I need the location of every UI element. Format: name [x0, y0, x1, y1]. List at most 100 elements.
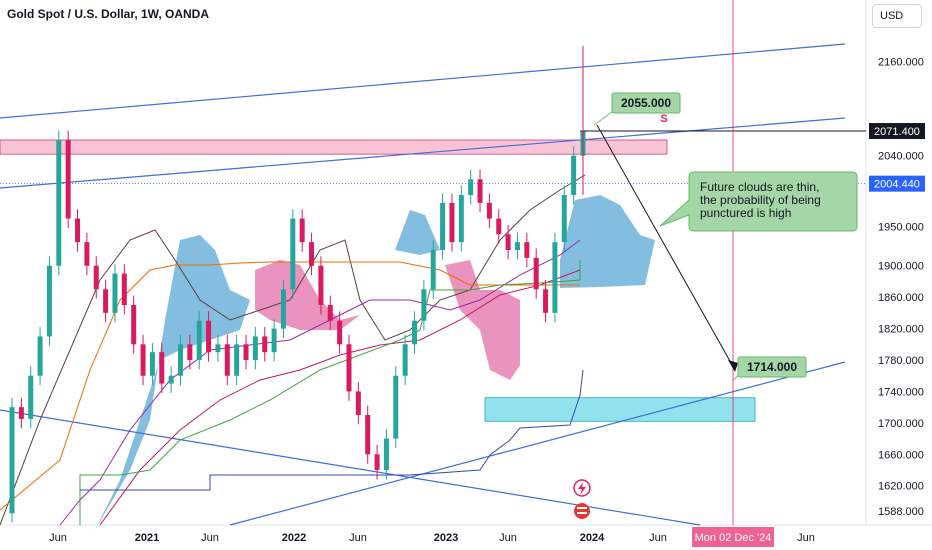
candles [9, 45, 586, 523]
candle-body [9, 407, 15, 514]
candle-body [56, 140, 62, 266]
time-tick-label: Jun [49, 532, 67, 544]
candle-body [543, 289, 549, 313]
candle-body [140, 344, 146, 376]
time-tick-label: Jun [499, 532, 517, 544]
candle-body [402, 344, 408, 376]
candle-body [234, 344, 240, 376]
candle-body [533, 257, 539, 290]
candle-body [112, 273, 118, 313]
note-text: Future clouds are thin, the probability o… [700, 180, 821, 220]
price-tick-label: 1620.000 [878, 481, 924, 493]
candle-body [524, 242, 530, 258]
candle-body [215, 344, 221, 353]
projection-arrow-head [728, 360, 738, 372]
support-trendline [229, 361, 846, 526]
kumo-bull-2 [395, 210, 440, 255]
time-tick-label: Jun [349, 532, 367, 544]
candle-body [514, 242, 520, 250]
annotations: 2055.000 1714.000 S Future clouds are thin,… [573, 92, 858, 519]
candle-body [477, 179, 483, 203]
upper-channel-line [0, 43, 846, 119]
price-tick-label: 1660.000 [878, 449, 924, 461]
candle-body [505, 234, 511, 250]
candle-body [18, 407, 24, 419]
candle-body [243, 344, 249, 360]
time-tick-label: 2022 [282, 532, 306, 544]
time-tick-label: Jun [201, 532, 219, 544]
indicator-line-1 [0, 174, 586, 526]
resistance-zone [0, 139, 668, 155]
candle-body [121, 273, 127, 305]
candle-body [318, 265, 324, 305]
flag-stripe-icon [577, 512, 587, 514]
candle-body [280, 289, 286, 329]
time-axis[interactable]: Jun 2021 Jun 2022 Jun 2023 Jun 2024 Jun Mon 02 De… [49, 527, 815, 547]
target-zone [484, 397, 756, 422]
price-tick-label: 1820.000 [878, 324, 924, 336]
candle-body [458, 195, 464, 243]
candle-body [393, 375, 399, 439]
price-tick-label: 2040.000 [878, 151, 924, 163]
candle-body [224, 344, 230, 376]
candle-body [355, 391, 361, 415]
candle-body [65, 140, 71, 219]
indicator-line-6 [80, 369, 584, 491]
time-tick-label: 2023 [434, 532, 458, 544]
candle-body [496, 218, 502, 235]
candle-body [412, 320, 418, 345]
current-price-tag [869, 175, 925, 192]
candle-body [103, 289, 109, 313]
price-axis[interactable]: 2160.000 2071.400 2040.000 2004.440 1950.000… [869, 56, 925, 518]
flag-stripe-icon [577, 507, 587, 509]
time-tick-label: 2024 [580, 532, 605, 544]
currency-selector[interactable]: USD [872, 4, 922, 28]
price-tick-label: 1780.000 [878, 355, 924, 367]
candle-body [75, 218, 81, 243]
candle-body [252, 336, 258, 360]
price-tick-label: 2160.000 [878, 56, 924, 68]
date-tag-label: Mon 02 Dec '24 [695, 532, 772, 544]
high-price-tag [869, 123, 925, 140]
candle-body [365, 415, 371, 455]
indicator-line-3 [99, 269, 581, 526]
candle-body [37, 336, 43, 376]
candle-body [159, 352, 165, 384]
target-label-box [737, 356, 807, 378]
candle-body [206, 320, 212, 353]
target-label: 1714.000 [747, 360, 797, 374]
candle-body [430, 250, 436, 290]
lightning-icon [578, 482, 586, 495]
candle-body [309, 242, 315, 266]
candle-body [337, 320, 343, 345]
candle-body [346, 344, 352, 392]
candle-body [187, 344, 193, 360]
current-price-label: 2004.440 [874, 179, 920, 191]
price-tick-label: 1950.000 [878, 221, 924, 233]
candle-body [290, 218, 296, 290]
candle-body [571, 155, 577, 195]
resistance-label-connector [593, 111, 613, 126]
candle-body [262, 336, 268, 353]
lower-trendline [0, 409, 701, 526]
kumo-bull-3 [560, 195, 655, 288]
candle-body [196, 320, 202, 360]
candle-body [421, 289, 427, 321]
candle-body [177, 344, 183, 376]
candle-body [299, 218, 305, 243]
candle-body [327, 305, 333, 321]
price-tick-label: 1740.000 [878, 386, 924, 398]
target-label-connector [732, 375, 739, 381]
candle-body [440, 202, 446, 250]
chart-title: Gold Spot / U.S. Dollar, 1W, OANDA [7, 7, 210, 21]
candle-body [149, 352, 155, 376]
candle-body [93, 265, 99, 290]
price-tick-label: 1700.000 [878, 418, 924, 430]
resistance-label-box [611, 92, 681, 114]
time-tick-label: Jun [797, 532, 815, 544]
us-flag-event-icon [574, 503, 590, 519]
mid-channel-line [0, 117, 846, 189]
candle-body [552, 242, 558, 313]
date-tag [692, 527, 774, 547]
